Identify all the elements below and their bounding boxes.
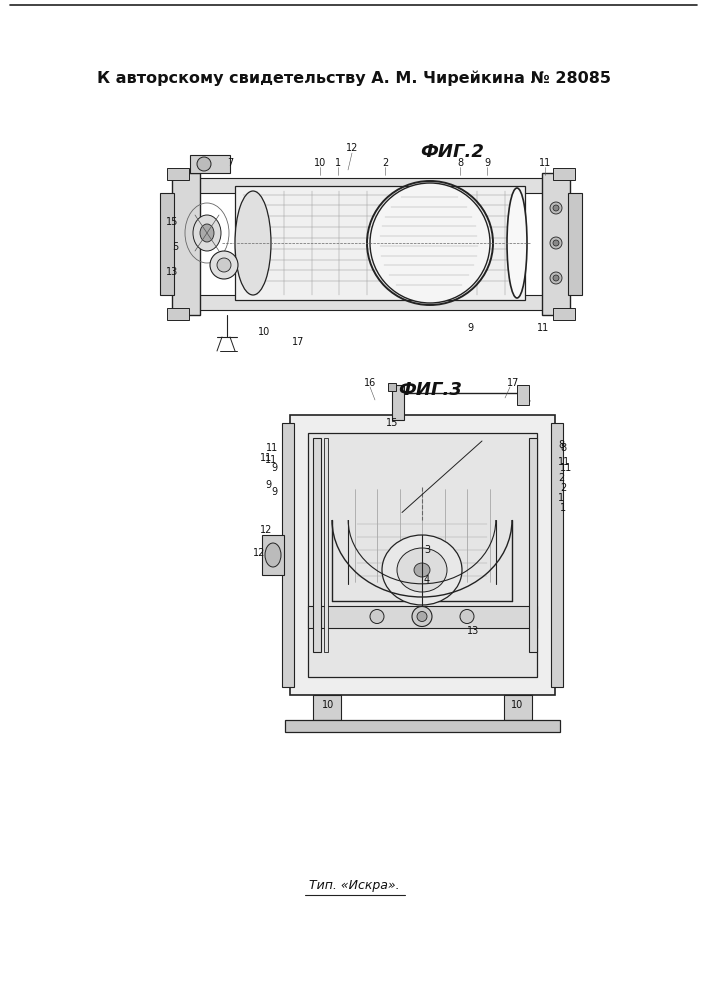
Bar [517, 385, 529, 405]
Bar [282, 423, 294, 687]
Ellipse shape [550, 202, 562, 214]
Text: 11: 11 [539, 158, 551, 168]
Text: 17: 17 [292, 337, 304, 347]
Bar [308, 605, 537, 628]
Text: 9: 9 [484, 158, 490, 168]
Ellipse shape [550, 272, 562, 284]
Ellipse shape [460, 609, 474, 624]
Text: 11: 11 [259, 453, 272, 463]
Text: 2: 2 [560, 483, 566, 493]
Text: 10: 10 [322, 700, 334, 710]
Bar [313, 695, 341, 720]
Bar [553, 168, 575, 180]
Ellipse shape [382, 535, 462, 605]
Text: 13: 13 [165, 267, 178, 277]
Ellipse shape [197, 157, 211, 171]
Text: 7: 7 [227, 158, 233, 168]
Text: 12: 12 [259, 525, 272, 535]
Text: 12: 12 [346, 143, 358, 153]
Bar [568, 193, 582, 295]
Text: 10: 10 [314, 158, 326, 168]
Bar [190, 155, 230, 173]
Ellipse shape [200, 224, 214, 242]
Ellipse shape [193, 215, 221, 251]
Text: 9: 9 [271, 487, 277, 497]
Text: 8: 8 [457, 158, 463, 168]
Text: К авторскому свидетельству А. М. Чирейкина № 28085: К авторскому свидетельству А. М. Чирейки… [97, 70, 611, 86]
Ellipse shape [217, 258, 231, 272]
Bar [190, 295, 552, 310]
Text: 15: 15 [165, 217, 178, 227]
Bar [529, 438, 537, 652]
Text: 1: 1 [560, 503, 566, 513]
Text: 2: 2 [382, 158, 388, 168]
Text: 11: 11 [266, 443, 278, 453]
Text: 12: 12 [252, 548, 265, 558]
Text: Тип. «Искра».: Тип. «Искра». [309, 879, 399, 892]
Text: 13: 13 [467, 626, 479, 636]
Ellipse shape [210, 251, 238, 279]
Text: 1: 1 [558, 493, 564, 503]
Bar [285, 720, 560, 732]
Text: ФИГ.2: ФИГ.2 [420, 143, 484, 161]
Bar [262, 535, 284, 575]
Bar [308, 433, 537, 677]
Bar [290, 415, 555, 695]
Text: 17: 17 [507, 378, 519, 388]
Bar [542, 173, 570, 315]
Text: 10: 10 [511, 700, 523, 710]
Ellipse shape [507, 188, 527, 298]
Ellipse shape [235, 191, 271, 295]
Text: ФИГ.3: ФИГ.3 [398, 381, 462, 399]
Ellipse shape [553, 205, 559, 211]
Bar [324, 438, 328, 652]
Text: 9: 9 [467, 323, 473, 333]
Ellipse shape [414, 563, 430, 577]
Bar [551, 423, 563, 687]
Bar [172, 173, 200, 315]
Ellipse shape [550, 237, 562, 249]
Text: 3: 3 [424, 545, 430, 555]
Ellipse shape [412, 606, 432, 626]
Text: 16: 16 [364, 378, 376, 388]
Ellipse shape [265, 543, 281, 567]
Text: 11: 11 [558, 457, 571, 467]
Text: 2: 2 [558, 473, 564, 483]
Bar [235, 186, 525, 300]
Ellipse shape [417, 611, 427, 621]
Text: 1: 1 [335, 158, 341, 168]
Bar [167, 168, 189, 180]
Bar [392, 385, 404, 420]
Text: 5: 5 [172, 242, 178, 252]
Text: 15: 15 [386, 418, 398, 428]
Bar [388, 383, 396, 391]
Text: 9: 9 [272, 463, 278, 473]
Ellipse shape [553, 240, 559, 246]
Text: 10: 10 [258, 327, 270, 337]
Text: 4: 4 [424, 575, 430, 585]
Text: 11: 11 [537, 323, 549, 333]
Text: 11: 11 [264, 455, 277, 465]
Ellipse shape [397, 548, 447, 592]
Text: 9: 9 [266, 480, 272, 490]
Bar [190, 178, 552, 193]
Text: 8: 8 [560, 443, 566, 453]
Bar [160, 193, 174, 295]
Text: 11: 11 [560, 463, 572, 473]
Bar [553, 308, 575, 320]
Ellipse shape [370, 183, 490, 303]
Text: 8: 8 [558, 440, 564, 450]
Ellipse shape [370, 609, 384, 624]
Bar [313, 438, 321, 652]
Bar [167, 308, 189, 320]
Ellipse shape [553, 275, 559, 281]
Bar [504, 695, 532, 720]
